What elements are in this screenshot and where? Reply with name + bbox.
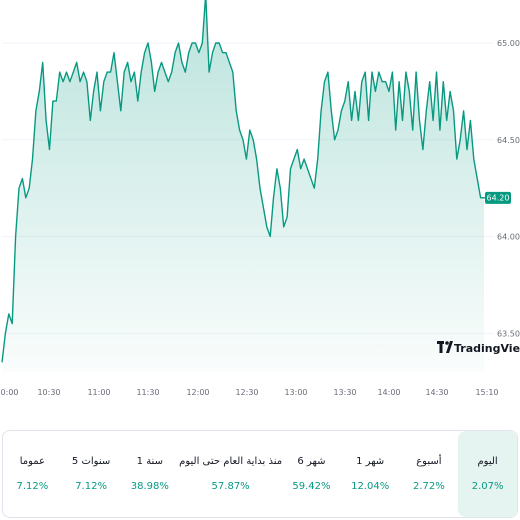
x-tick-label: 12:30 — [235, 388, 258, 397]
return-period-label: 5 سنوات — [71, 456, 111, 467]
return-period-label: أسبوع — [416, 456, 442, 467]
tradingview-wordmark: TradingView — [454, 342, 520, 355]
price-line — [1, 0, 484, 363]
x-tick-label: 14:30 — [425, 388, 448, 397]
x-tick-label: 15:10 — [475, 388, 498, 397]
return-period-value: 57.87% — [211, 481, 250, 492]
return-period-label: اليوم — [477, 456, 498, 467]
x-tick-label: 10:30 — [37, 388, 60, 397]
return-period-3[interactable]: 6 شهر 59.42% — [282, 431, 341, 517]
return-period-2[interactable]: 1 شهر 12.04% — [341, 431, 400, 517]
return-period-value: 38.98% — [130, 481, 169, 492]
return-period-label: عموما — [19, 456, 46, 467]
returns-panel: عموما 7.12% 5 سنوات 7.12% 1 سنة 38.98% منذ بدا… — [2, 430, 518, 518]
tradingview-logo[interactable]: TradingView — [437, 341, 520, 355]
return-period-label: 6 شهر — [297, 456, 326, 467]
return-period-7[interactable]: عموما 7.12% — [3, 431, 62, 517]
y-tick-label: 65.00 — [497, 39, 520, 48]
x-tick-label: 13:30 — [333, 388, 356, 397]
return-period-value: 2.72% — [412, 481, 445, 492]
return-period-5[interactable]: 1 سنة 38.98% — [120, 431, 179, 517]
return-period-1[interactable]: أسبوع 2.72% — [400, 431, 459, 517]
x-tick-label: 13:00 — [284, 388, 307, 397]
return-period-label: منذ بداية العام حتى اليوم — [179, 456, 283, 467]
return-period-label: 1 شهر — [356, 456, 385, 467]
return-period-value: 59.42% — [292, 481, 331, 492]
x-tick-label: 10:00 — [0, 388, 19, 397]
return-period-4[interactable]: منذ بداية العام حتى اليوم 57.87% — [179, 431, 282, 517]
return-period-value: 2.07% — [471, 481, 504, 492]
return-period-value: 7.12% — [75, 481, 107, 492]
return-period-value: 12.04% — [351, 481, 390, 492]
y-tick-label: 64.00 — [497, 233, 520, 242]
return-period-6[interactable]: 5 سنوات 7.12% — [62, 431, 121, 517]
y-axis: 65.00 64.50 64.00 63.50 — [497, 39, 520, 338]
return-period-value: 7.12% — [16, 481, 49, 492]
return-period-label: 1 سنة — [136, 456, 163, 467]
x-tick-label: 11:00 — [87, 388, 110, 397]
x-tick-label: 11:30 — [136, 388, 159, 397]
tradingview-icon — [437, 341, 453, 353]
x-tick-label: 14:00 — [377, 388, 400, 397]
y-tick-label: 64.50 — [497, 136, 520, 145]
current-price-tag: 64.20 — [485, 191, 511, 204]
x-tick-label: 12:00 — [186, 388, 209, 397]
price-chart[interactable]: 65.00 64.50 64.00 63.50 10:00 10:30 11:00 11:3… — [0, 0, 520, 400]
current-price-label: 64.20 — [487, 193, 510, 202]
x-axis: 10:00 10:30 11:00 11:30 12:00 12:30 13:00 13:30… — [0, 388, 499, 397]
price-area-fill — [2, 0, 484, 372]
y-tick-label: 63.50 — [497, 329, 520, 338]
return-period-0[interactable]: اليوم 2.07% — [458, 431, 517, 517]
